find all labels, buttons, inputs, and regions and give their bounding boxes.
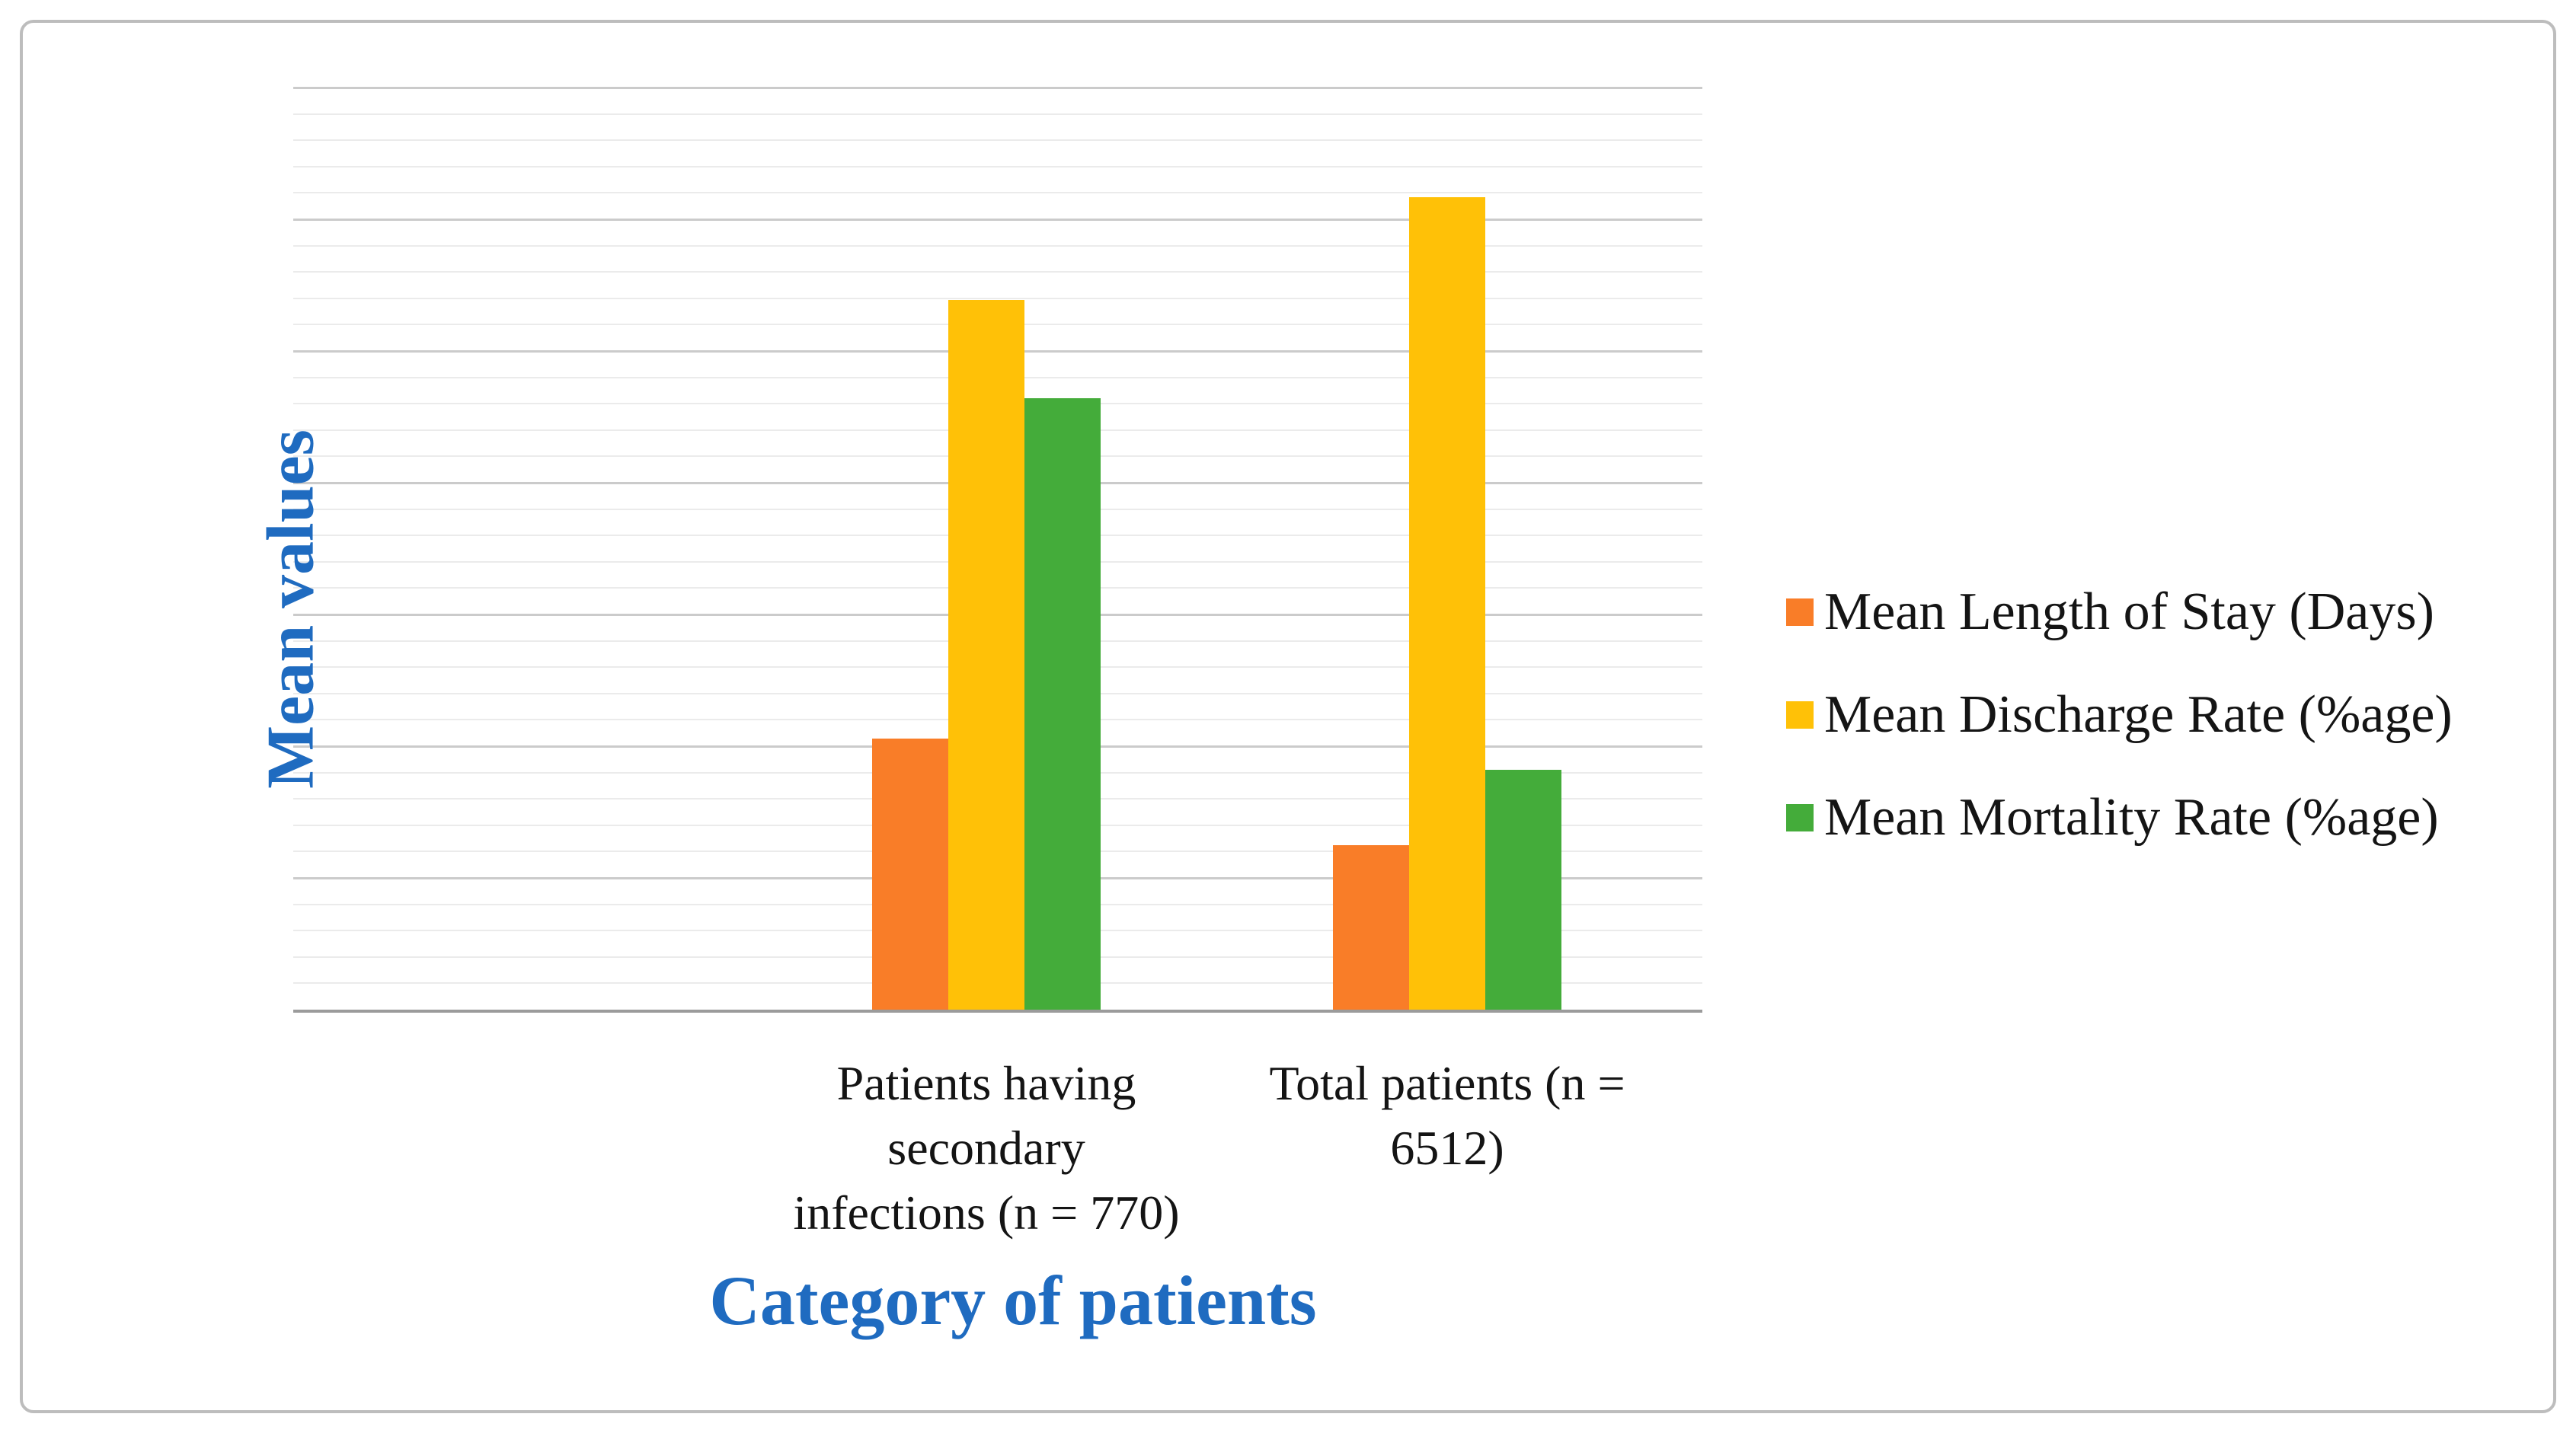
image-border-frame — [20, 20, 2556, 1413]
bar-mean-length-of-stay-days-group1 — [872, 738, 948, 1010]
bar-mean-discharge-rate-age-group1 — [948, 299, 1024, 1010]
bar-mean-mortality-rate-age-group1 — [1024, 398, 1101, 1010]
legend-label: Mean Mortality Rate (%age) — [1824, 788, 2439, 847]
x-category-label-1: Patients having secondary infections (n = … — [793, 1056, 1180, 1240]
minor-gridline-58 — [293, 244, 1702, 247]
legend-swatch-icon — [1786, 804, 1814, 831]
legend-swatch-icon — [1786, 598, 1814, 626]
bar-mean-length-of-stay-days-group2 — [1333, 844, 1409, 1010]
minor-gridline-64 — [293, 165, 1702, 168]
legend-label: Mean Length of Stay (Days) — [1824, 582, 2434, 641]
legend-item-2: Mean Discharge Rate (%age) — [1786, 685, 2453, 744]
minor-gridline-54 — [293, 297, 1702, 299]
minor-gridline-62 — [293, 192, 1702, 194]
bar-mean-discharge-rate-age-group2 — [1409, 196, 1485, 1010]
major-gridline-70 — [293, 86, 1702, 89]
legend-swatch-icon — [1786, 701, 1814, 729]
minor-gridline-66 — [293, 139, 1702, 142]
major-gridline-60 — [293, 218, 1702, 221]
legend-item-3: Mean Mortality Rate (%age) — [1786, 788, 2453, 847]
legend-label: Mean Discharge Rate (%age) — [1824, 685, 2453, 744]
y-axis-title: Mean values — [254, 429, 328, 789]
minor-gridline-56 — [293, 271, 1702, 273]
legend-item-1: Mean Length of Stay (Days) — [1786, 582, 2453, 641]
plot-area: 010203040506070 — [293, 86, 1702, 1013]
bar-mean-mortality-rate-age-group2 — [1485, 770, 1561, 1010]
x-category-label-2: Total patients (n = 6512) — [1269, 1056, 1625, 1175]
x-axis-title: Category of patients — [709, 1262, 1317, 1339]
minor-gridline-68 — [293, 113, 1702, 115]
legend: Mean Length of Stay (Days) Mean Discharge… — [1786, 582, 2453, 894]
